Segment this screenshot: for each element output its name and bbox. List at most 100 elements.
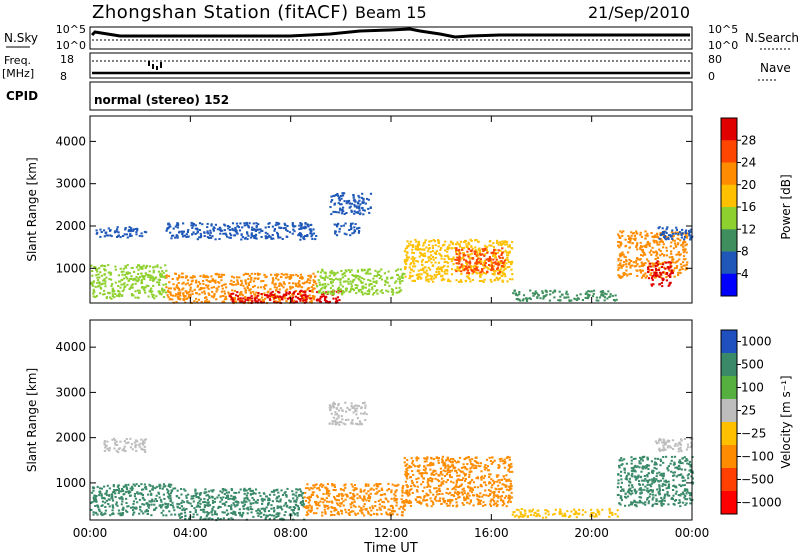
echo-cell	[190, 287, 192, 289]
echo-cell	[237, 504, 239, 506]
echo-cell	[300, 224, 302, 226]
echo-cell	[211, 497, 213, 499]
echo-cell	[136, 501, 138, 503]
echo-cell	[590, 512, 592, 514]
echo-cell	[268, 226, 270, 228]
echo-cell	[532, 295, 534, 297]
echo-cell	[295, 495, 297, 497]
echo-cell	[121, 279, 123, 281]
echo-cell	[348, 278, 350, 280]
echo-cell	[402, 492, 404, 494]
echo-cell	[350, 283, 352, 285]
echo-cell	[254, 235, 256, 237]
echo-cell	[485, 494, 487, 496]
echo-cell	[488, 476, 490, 478]
echo-cell	[153, 504, 155, 506]
echo-cell	[601, 509, 603, 511]
echo-cell	[390, 491, 392, 493]
echo-cell	[359, 276, 361, 278]
echo-cell	[275, 290, 277, 292]
echo-cell	[156, 495, 158, 497]
echo-cell	[110, 279, 112, 281]
echo-cell	[246, 233, 248, 235]
echo-cell	[530, 514, 532, 516]
echo-cell	[160, 507, 162, 509]
echo-cell	[384, 280, 386, 282]
echo-cell	[261, 230, 263, 232]
echo-cell	[437, 460, 439, 462]
echo-cell	[142, 441, 144, 443]
echo-cell	[277, 505, 279, 507]
echo-cell	[246, 495, 248, 497]
echo-cell	[522, 514, 524, 516]
echo-cell	[474, 246, 476, 248]
echo-cell	[365, 273, 367, 275]
echo-cell	[223, 517, 225, 519]
echo-cell	[676, 267, 678, 269]
echo-cell	[407, 495, 409, 497]
echo-cell	[204, 293, 206, 295]
echo-cell	[578, 513, 580, 515]
echo-cell	[115, 503, 117, 505]
echo-cell	[602, 291, 604, 293]
echo-cell	[508, 468, 510, 470]
echo-cell	[176, 284, 178, 286]
echo-cell	[625, 270, 627, 272]
echo-cell	[231, 297, 233, 299]
echo-cell	[636, 275, 638, 277]
echo-cell	[247, 299, 249, 301]
echo-cell	[587, 296, 589, 298]
echo-cell	[141, 235, 143, 237]
echo-cell	[148, 507, 150, 509]
echo-cell	[355, 413, 357, 415]
echo-cell	[468, 456, 470, 458]
echo-cell	[129, 288, 131, 290]
echo-cell	[462, 502, 464, 504]
echo-cell	[132, 503, 134, 505]
echo-cell	[668, 234, 670, 236]
echo-cell	[257, 512, 259, 514]
echo-cell	[174, 514, 176, 516]
echo-cell	[136, 266, 138, 268]
echo-cell	[436, 456, 438, 458]
echo-cell	[370, 493, 372, 495]
echo-cell	[351, 285, 353, 287]
echo-cell	[236, 291, 238, 293]
echo-cell	[493, 491, 495, 493]
echo-cell	[276, 489, 278, 491]
echo-cell	[153, 270, 155, 272]
echo-cell	[214, 280, 216, 282]
echo-cell	[489, 503, 491, 505]
echo-cell	[659, 226, 661, 228]
echo-cell	[109, 447, 111, 449]
echo-cell	[276, 500, 278, 502]
echo-cell	[92, 487, 94, 489]
echo-cell	[685, 230, 687, 232]
echo-cell	[99, 492, 101, 494]
echo-cell	[206, 511, 208, 513]
echo-cell	[295, 488, 297, 490]
echo-cell	[182, 287, 184, 289]
echo-cell	[524, 512, 526, 514]
echo-cell	[363, 278, 365, 280]
echo-cell	[440, 255, 442, 257]
echo-cell	[131, 284, 133, 286]
echo-cell	[241, 282, 243, 284]
echo-cell	[651, 236, 653, 238]
echo-cell	[330, 291, 332, 293]
echo-cell	[432, 501, 434, 503]
echo-cell	[467, 482, 469, 484]
echo-cell	[441, 478, 443, 480]
echo-cell	[328, 495, 330, 497]
echo-cell	[251, 497, 253, 499]
echo-cell	[242, 236, 244, 238]
echo-cell	[371, 288, 373, 290]
echo-cell	[399, 278, 401, 280]
echo-cell	[234, 290, 236, 292]
echo-cell	[348, 269, 350, 271]
echo-cell	[350, 287, 352, 289]
echo-cell	[656, 274, 658, 276]
echo-cell	[193, 300, 195, 302]
echo-cell	[333, 489, 335, 491]
echo-cell	[151, 499, 153, 501]
